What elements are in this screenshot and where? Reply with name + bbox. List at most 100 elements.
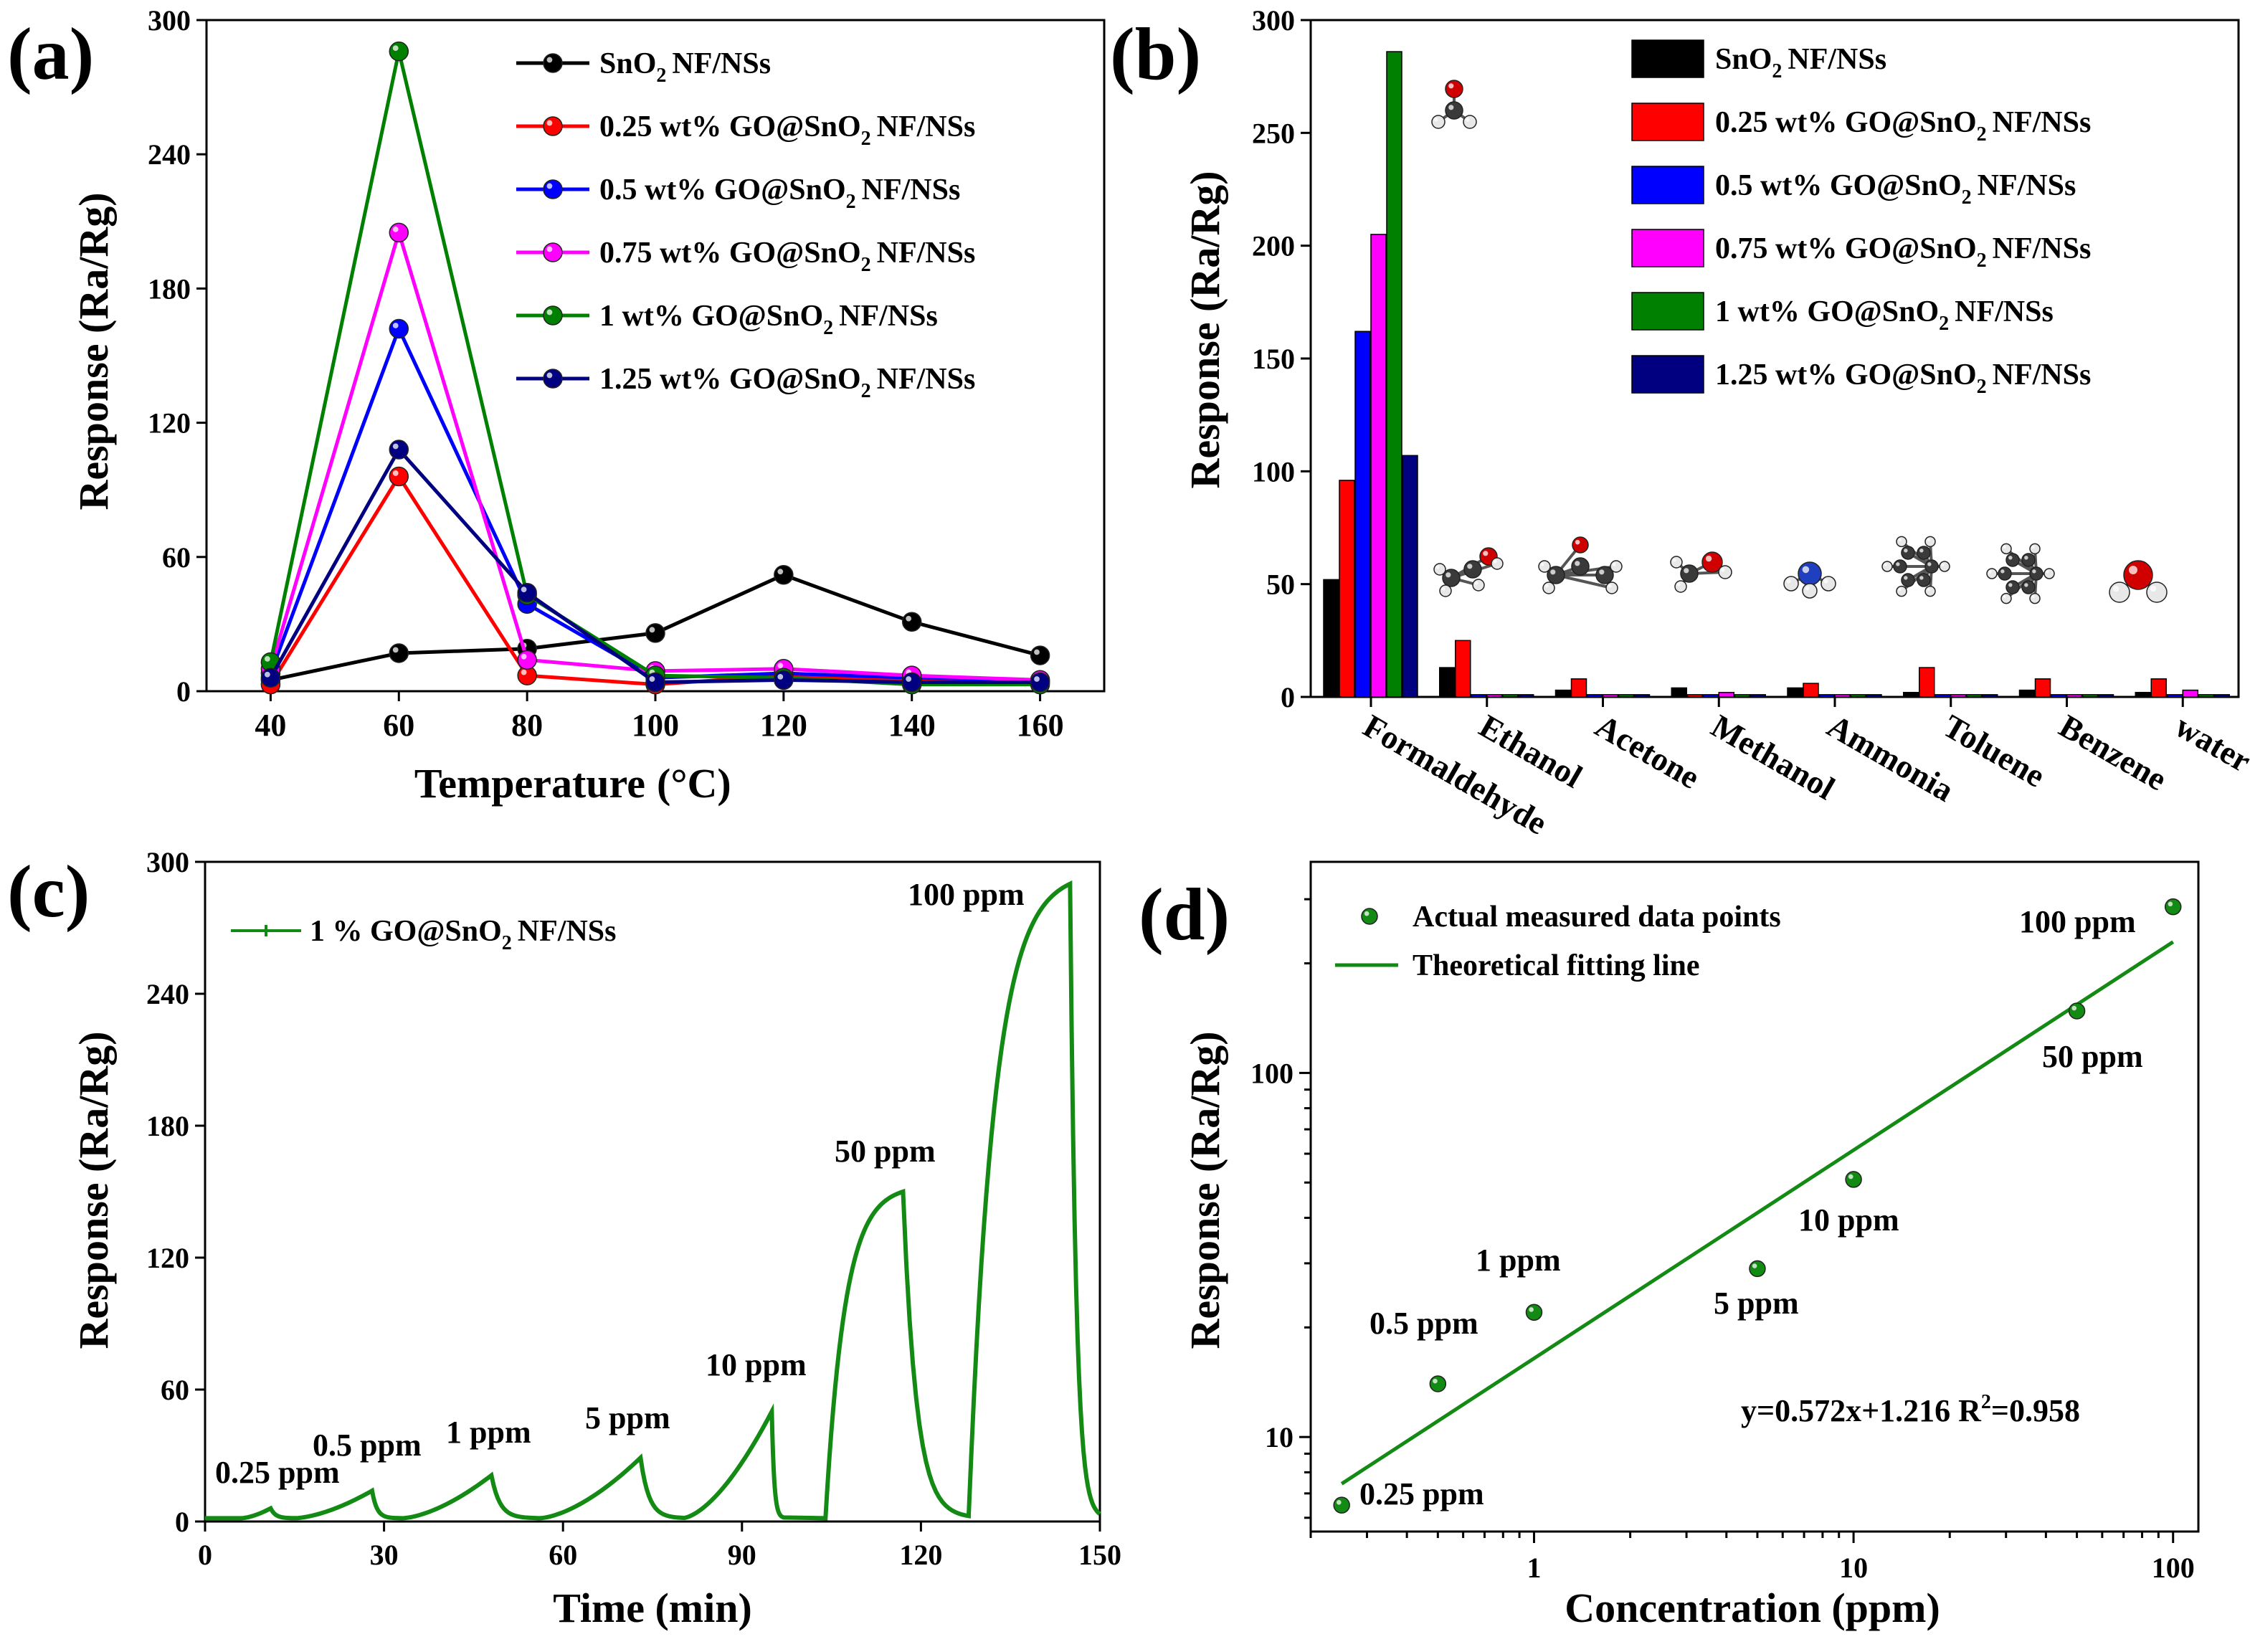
molecule-atom-highlight <box>1467 564 1473 569</box>
molecule-atom <box>1431 115 1446 129</box>
panel-a-point <box>517 582 537 603</box>
molecule-atom-highlight <box>1884 563 1887 566</box>
panel-d-legend-marker-highlight <box>1364 911 1370 916</box>
panel-b-bar <box>2050 694 2067 698</box>
legend-sub: 2 <box>1962 186 1972 209</box>
legend-tail: NF/NSs <box>1978 169 2076 202</box>
panel-a-legend-marker-highlight <box>546 246 553 252</box>
molecule-atom-highlight <box>1544 584 1549 588</box>
panel-b-bar <box>1919 667 1935 698</box>
panel-c-pulse-label: 50 ppm <box>835 1134 936 1169</box>
legend-name: 0.75 wt% GO@SnO <box>599 237 861 270</box>
panel-b-bar <box>1966 694 1983 698</box>
panel-label-a: (a) <box>7 13 94 95</box>
legend-sub: 2 <box>861 380 871 402</box>
molecule-atom <box>2021 580 2036 594</box>
molecule-atom <box>1542 581 1555 594</box>
panel-a-point <box>389 643 409 663</box>
panel-b-legend-swatch <box>1631 166 1704 204</box>
molecule-atom-highlight <box>1919 576 1924 580</box>
panel-b-bar <box>2182 689 2198 698</box>
molecule-atom-highlight <box>2031 545 2035 549</box>
panel-d-data-point <box>2164 898 2182 916</box>
legend-tail: NF/NSs <box>862 174 961 206</box>
panel-c-response-curve <box>205 880 1101 1521</box>
molecule-atom-highlight <box>1540 562 1544 566</box>
panel-a-ytick-label: 240 <box>148 138 191 171</box>
panel-b-bar <box>1618 694 1635 698</box>
molecule-icon <box>1433 547 1504 597</box>
molecule-atom-highlight <box>1941 563 1945 566</box>
molecule-atom <box>1901 573 1915 587</box>
panel-a-point-highlight <box>392 226 399 232</box>
panel-b-bar <box>1354 331 1371 698</box>
panel-b-bar <box>2135 691 2151 698</box>
panel-a-point-highlight <box>1034 649 1040 655</box>
panel-b-bar <box>1386 51 1402 698</box>
molecule-atom <box>2029 592 2041 604</box>
panel-b-bar <box>1471 694 1487 698</box>
molecule-atom-highlight <box>1466 118 1470 122</box>
legend-name: 0.25 wt% GO@SnO <box>599 110 861 143</box>
panel-a-point-highlight <box>521 587 527 593</box>
panel-a-xlabel: Temperature <box>414 760 645 807</box>
molecule-atom-highlight <box>1919 549 1924 553</box>
molecule-atom <box>1674 580 1687 593</box>
molecule-atom <box>1939 561 1950 572</box>
molecule-icon <box>1986 543 2055 604</box>
panel-a-point-highlight <box>392 323 399 328</box>
panel-d-data-point-highlight <box>1848 1174 1853 1179</box>
molecule-atom-highlight <box>1684 568 1689 574</box>
molecule-atom-highlight <box>2032 569 2036 574</box>
panel-b-bar <box>1671 687 1687 698</box>
legend-name: 1 wt% GO@SnO <box>599 300 823 333</box>
panel-d-data-point-highlight <box>1337 1500 1342 1505</box>
panel-d-point-label: 5 ppm <box>1714 1286 1799 1321</box>
molecule-atom-highlight <box>2024 583 2028 587</box>
panel-b-bar <box>1834 694 1851 698</box>
molecule-atom-highlight <box>1448 105 1454 110</box>
legend-sub: 2 <box>861 254 871 276</box>
panel-b-bar <box>1455 640 1471 698</box>
legend-tail: NF/NSs <box>672 47 771 80</box>
molecule-atom-highlight <box>1898 588 1902 592</box>
molecule-atom-highlight <box>1898 538 1902 542</box>
panel-a-legend-label: 0.25 wt% GO@SnO2 NF/NSs <box>599 110 975 150</box>
panel-b-legend-swatch <box>1631 229 1704 267</box>
panel-a-point <box>645 672 665 693</box>
molecule-icon <box>2109 560 2168 603</box>
panel-b-legend-swatch <box>1631 355 1704 394</box>
legend-tail: NF/NSs <box>518 915 617 948</box>
molecule-atom <box>1998 566 2012 581</box>
panel-d-equation: y=0.572x+1.216 R2=0.958 <box>1741 1391 2080 1428</box>
panel-a-legend-marker <box>543 242 563 262</box>
panel-b-bar <box>1818 694 1835 698</box>
legend-tail: NF/NSs <box>839 300 938 333</box>
molecule-atom <box>1491 557 1504 570</box>
molecule-atom-highlight <box>2000 569 2005 574</box>
molecule-atom <box>1986 568 1998 579</box>
panel-d-frame <box>1309 860 2200 1533</box>
molecule-atom <box>1670 556 1683 569</box>
legend-tail: NF/NSs <box>1955 295 2054 328</box>
molecule-atom <box>1821 576 1836 592</box>
panel-d-fit-line <box>1340 940 2175 1486</box>
legend-name: SnO <box>1715 43 1772 76</box>
panel-b-bar <box>1803 683 1819 698</box>
panel-d-legend-marker <box>1361 908 1378 925</box>
panel-c-pulse-label: 0.25 ppm <box>215 1455 340 1490</box>
panel-a-xtick-label: 80 <box>511 708 543 743</box>
panel-c-pulse-label: 1 ppm <box>446 1415 531 1450</box>
molecule-atom-highlight <box>2046 570 2049 574</box>
molecule-atom-highlight <box>1805 586 1810 591</box>
panel-b-bar <box>1750 694 1766 698</box>
panel-a-point <box>774 565 794 585</box>
panel-c-pulse-label: 10 ppm <box>706 1347 807 1382</box>
panel-a-legend-marker-highlight <box>546 120 553 126</box>
panel-a-point-highlight <box>264 655 270 662</box>
panel-c-ytick-label: 240 <box>146 978 189 1010</box>
panel-d-data-point-highlight <box>1752 1263 1757 1268</box>
panel-b-ytick-label: 0 <box>1281 681 1295 713</box>
